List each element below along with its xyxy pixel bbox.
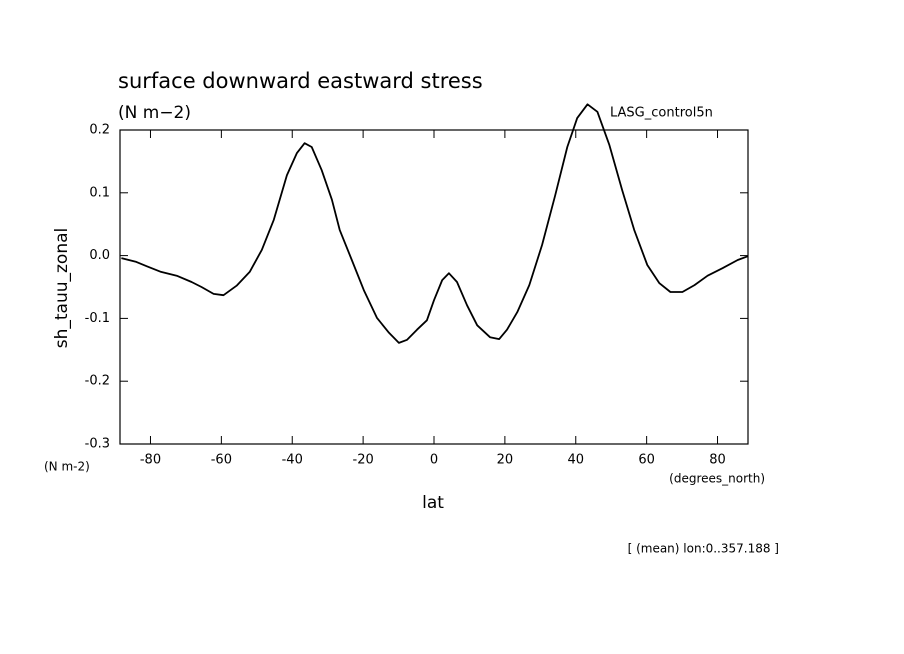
footnote: [ (mean) lon:0..357.188 ] — [628, 542, 779, 556]
x-tick-label: 20 — [497, 453, 514, 468]
chart-subtitle: (N m−2) — [118, 103, 191, 123]
x-tick-label: 60 — [638, 453, 655, 468]
y-axis-label: sh_tauu_zonal — [52, 228, 72, 349]
data-line — [121, 103, 749, 344]
y-tick-label: 0.1 — [89, 185, 110, 200]
x-axis-label: lat — [422, 493, 444, 513]
y-tick-label: -0.1 — [85, 311, 110, 326]
y-units: (N m-2) — [44, 460, 90, 474]
x-tick-label: 0 — [430, 453, 438, 468]
y-tick-label: 0.0 — [89, 248, 110, 263]
plot-frame — [119, 129, 749, 445]
y-tick-label: -0.2 — [85, 374, 110, 389]
x-tick-label: 40 — [567, 453, 584, 468]
x-tick-label: -60 — [211, 453, 232, 468]
y-tick-label: 0.2 — [89, 123, 110, 138]
y-tick-label: -0.3 — [85, 437, 110, 452]
run-label: LASG_control5n — [610, 106, 713, 121]
x-units: (degrees_north) — [669, 472, 765, 486]
x-tick-label: -40 — [282, 453, 303, 468]
chart-title: surface downward eastward stress — [118, 69, 483, 93]
x-tick-label: -80 — [140, 453, 161, 468]
x-tick-label: 80 — [709, 453, 726, 468]
x-tick-label: -20 — [353, 453, 374, 468]
